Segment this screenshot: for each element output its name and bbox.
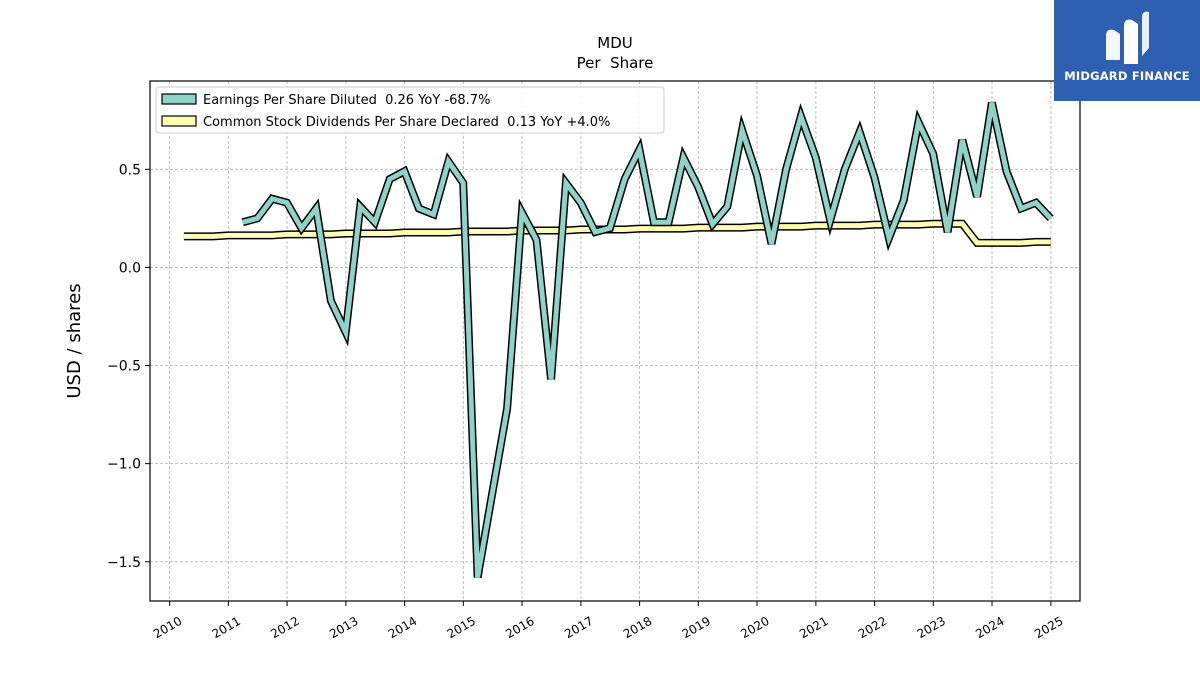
y-tick-label: −1.0	[107, 457, 141, 473]
legend-label-eps: Earnings Per Share Diluted 0.26 YoY -68.…	[203, 93, 490, 108]
legend-swatch-dividends	[161, 115, 197, 127]
x-tick-label: 2016	[503, 614, 536, 641]
x-axis: 2010 2011 2012 2013 2014 2015 2016 2017 2018 2019…	[151, 601, 1066, 641]
x-tick-label: 2018	[621, 614, 654, 641]
x-tick-label: 2024	[973, 614, 1006, 641]
y-tick-label: 0.5	[119, 162, 141, 178]
x-tick-label: 2011	[210, 614, 243, 641]
grid	[150, 81, 1080, 601]
legend-label-dividends: Common Stock Dividends Per Share Declare…	[203, 115, 610, 130]
legend: Earnings Per Share Diluted 0.26 YoY -68.…	[155, 86, 665, 134]
midgard-logo-icon	[1106, 11, 1149, 65]
x-tick-label: 2022	[856, 614, 889, 641]
x-tick-label: 2017	[562, 614, 595, 641]
series-layer	[183, 101, 1054, 579]
brand-logo: MIDGARD FINANCE	[1054, 0, 1200, 101]
series-line-eps	[241, 102, 1053, 578]
x-tick-label: 2025	[1032, 614, 1065, 641]
x-tick-label: 2019	[680, 614, 713, 641]
y-axis: 0.5 0.0 −0.5 −1.0 −1.5	[107, 162, 150, 571]
legend-box	[155, 86, 665, 134]
y-axis-label: USD / shares	[64, 283, 85, 398]
x-tick-label: 2012	[268, 614, 301, 641]
x-tick-label: 2015	[445, 614, 478, 641]
x-tick-label: 2020	[738, 614, 771, 641]
legend-swatch-eps	[161, 93, 197, 105]
y-tick-label: 0.0	[119, 260, 141, 276]
x-tick-label: 2023	[915, 614, 948, 641]
x-tick-label: 2014	[386, 614, 419, 641]
x-tick-label: 2013	[327, 614, 360, 641]
series-line-dividends	[183, 221, 1051, 246]
chart-title: MDU	[597, 34, 632, 52]
chart-subtitle: Per Share	[577, 54, 654, 72]
y-tick-label: −0.5	[107, 359, 141, 375]
y-tick-label: −1.5	[107, 555, 141, 571]
x-tick-label: 2010	[151, 614, 184, 641]
x-tick-label: 2021	[797, 614, 830, 641]
plot-frame	[149, 80, 1081, 602]
brand-logo-text: MIDGARD FINANCE	[1064, 69, 1190, 83]
